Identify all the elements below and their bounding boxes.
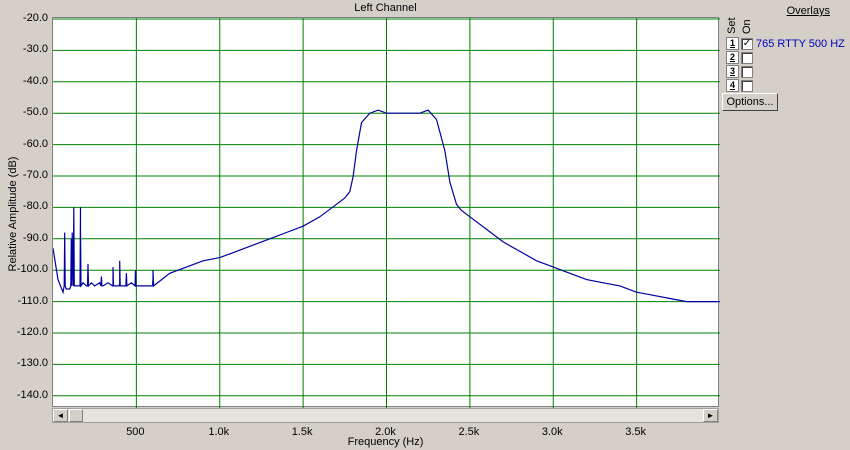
chart-title: Left Channel xyxy=(354,2,417,14)
plot-area[interactable] xyxy=(52,17,720,408)
series-line xyxy=(53,109,720,303)
y-tick-label: -70.0 xyxy=(22,169,48,181)
x-tick-label: 1.5k xyxy=(291,426,313,438)
y-tick-label: -100.0 xyxy=(16,263,48,276)
overlay-set-1-checkbox[interactable]: ✓ xyxy=(741,38,753,50)
y-tick-label: -110.0 xyxy=(17,294,48,307)
overlay-set-1-button[interactable]: 1 xyxy=(726,37,739,50)
x-tick-label: 500 xyxy=(126,426,145,438)
scroll-right-button[interactable]: ► xyxy=(703,409,718,422)
x-tick-label: 2.0k xyxy=(375,426,396,438)
y-tick-label: -40.0 xyxy=(22,74,48,87)
y-tick-label: -120.0 xyxy=(16,326,48,338)
overlay-set-2-button[interactable]: 2 xyxy=(726,51,739,64)
y-tick-label: -60.0 xyxy=(22,137,48,150)
scroll-thumb[interactable] xyxy=(69,409,83,422)
overlays-title: Overlays xyxy=(786,5,830,17)
x-tick-label: 1.0k xyxy=(208,426,230,438)
overlay-set-4-button[interactable]: 4 xyxy=(726,79,739,92)
y-tick-label: -80.0 xyxy=(22,200,48,213)
on-column-header: On xyxy=(741,19,753,34)
y-tick-label: -20.0 xyxy=(22,12,48,24)
x-tick-label: 3.5k xyxy=(625,426,647,438)
y-tick-label: -90.0 xyxy=(22,231,48,244)
y-tick-label: -30.0 xyxy=(22,43,48,56)
x-tick-label: 2.5k xyxy=(458,426,480,438)
overlay-set-2-checkbox[interactable] xyxy=(741,52,753,64)
x-axis-label: Frequency (Hz) xyxy=(347,436,424,448)
overlay-set-3-checkbox[interactable] xyxy=(741,66,753,78)
overlay-set-4-checkbox[interactable] xyxy=(741,80,753,92)
x-tick-label: 3.0k xyxy=(541,426,563,438)
scroll-left-button[interactable]: ◄ xyxy=(53,409,68,422)
overlay-set-3-button[interactable]: 3 xyxy=(726,65,739,78)
y-tick-label: -140.0 xyxy=(16,388,48,401)
spectrum-plot xyxy=(53,18,720,408)
set-column-header: Set xyxy=(726,17,738,34)
horizontal-scrollbar[interactable]: ◄ ► xyxy=(52,408,719,423)
y-tick-label: -50.0 xyxy=(22,106,48,119)
options-button[interactable]: Options... xyxy=(722,93,778,111)
overlay-set-1-name: 765 RTTY 500 HZ xyxy=(756,38,845,50)
y-tick-label: -130.0 xyxy=(16,357,48,370)
